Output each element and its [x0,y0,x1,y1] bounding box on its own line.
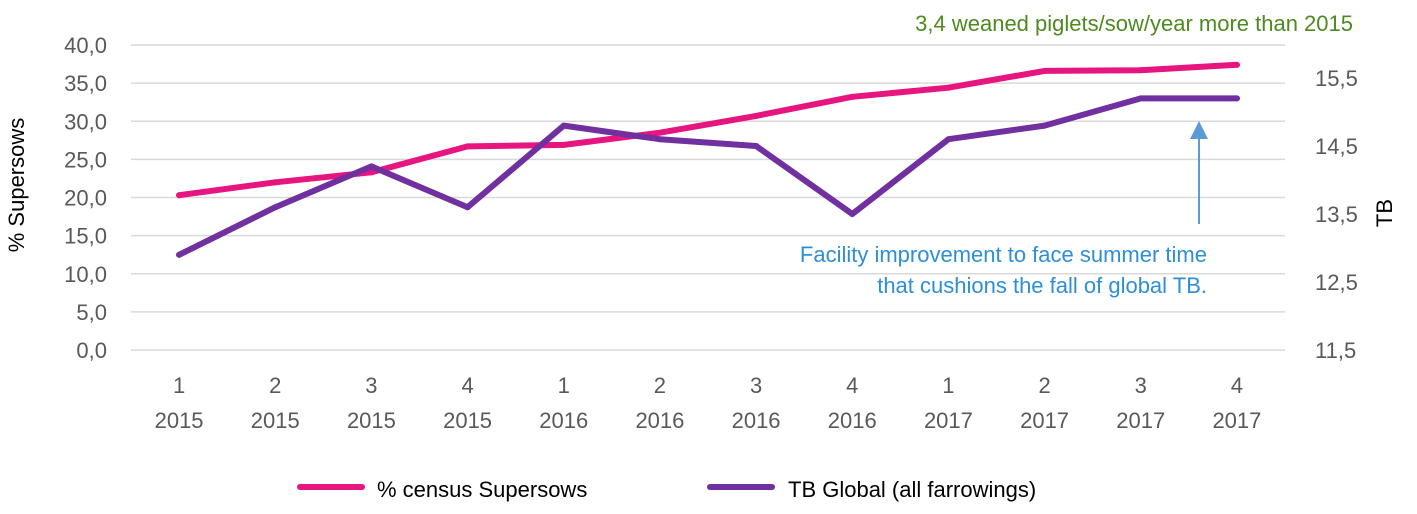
x-tick-label-quarter: 1 [942,373,954,398]
data-point [368,169,375,176]
x-tick-label-quarter: 4 [846,373,858,398]
arrow-annotation-line-2: that cushions the fall of global TB. [877,273,1207,298]
x-axis-ticks: 1 2015 2 2015 3 2015 4 2015 1 2016 2 2016 3 2016 4 2016… [155,373,1262,433]
data-point [945,136,952,143]
data-point [656,129,663,136]
left-tick-label: 5,0 [76,300,107,325]
data-point [272,204,279,211]
x-tick-label-year: 2017 [1020,408,1069,433]
data-point [1233,61,1240,68]
right-tick-label: 11,5 [1315,338,1356,363]
data-point [849,93,856,100]
x-tick-label-quarter: 4 [1231,373,1243,398]
x-tick-label-year: 2016 [828,408,877,433]
data-point [1137,67,1144,74]
x-tick-label-year: 2017 [1116,408,1165,433]
data-point [176,192,183,199]
left-tick-label: 40,0 [64,33,107,58]
x-tick-label-quarter: 3 [750,373,762,398]
right-tick-label: 13,5 [1315,202,1358,227]
right-tick-label: 15,5 [1315,66,1358,91]
data-point [1233,95,1240,102]
left-tick-label: 0,0 [76,338,107,363]
data-point [176,251,183,258]
left-axis-ticks: 0,0 5,0 10,0 15,0 20,0 25,0 30,0 35,0 40,0 [64,33,107,363]
top-annotation: 3,4 weaned piglets/sow/year more than 20… [915,11,1353,36]
legend-label-supersows: % census Supersows [377,477,587,502]
data-point [753,112,760,119]
grid-lines [131,44,1285,351]
x-tick-label-quarter: 3 [365,373,377,398]
data-point [560,122,567,129]
series-line-supersows [176,61,1240,199]
x-tick-label-year: 2015 [347,408,396,433]
left-tick-label: 15,0 [64,224,107,249]
data-point [368,163,375,170]
annotation-arrow [1190,121,1208,224]
x-tick-label-year: 2015 [251,408,300,433]
data-point [753,143,760,149]
legend: % census Supersows TB Global (all farrow… [297,477,1036,502]
x-tick-label-quarter: 2 [269,373,281,398]
legend-label-tb-global: TB Global (all farrowings) [788,477,1036,502]
x-tick-label-quarter: 1 [558,373,570,398]
x-tick-label-year: 2016 [635,408,684,433]
right-axis-ticks: 11,5 12,5 13,5 14,5 15,5 [1315,66,1358,363]
x-tick-label-year: 2017 [924,408,973,433]
right-tick-label: 12,5 [1315,270,1358,295]
x-tick-label-year: 2016 [539,408,588,433]
right-tick-label: 14,5 [1315,134,1358,159]
data-point [849,211,856,217]
series-lines [176,61,1240,258]
x-tick-label-quarter: 4 [461,373,473,398]
data-point [272,179,279,186]
data-point [560,141,567,148]
left-tick-label: 25,0 [64,147,107,172]
data-point [464,143,471,150]
x-tick-label-quarter: 2 [1038,373,1050,398]
x-tick-label-year: 2015 [443,408,492,433]
left-tick-label: 35,0 [64,71,107,96]
data-point [945,84,952,91]
data-point [464,204,471,211]
x-tick-label-year: 2017 [1212,408,1261,433]
left-tick-label: 30,0 [64,109,107,134]
data-point [1041,67,1048,74]
left-tick-label: 20,0 [64,186,107,211]
x-tick-label-quarter: 3 [1135,373,1147,398]
x-tick-label-quarter: 1 [173,373,185,398]
left-axis-title: % Supersows [4,118,29,253]
data-point [1041,122,1048,129]
data-point [1137,95,1144,102]
x-tick-label-quarter: 2 [654,373,666,398]
series-line-tb-global [176,95,1240,258]
x-tick-label-year: 2015 [155,408,204,433]
arrow-annotation-line-1: Facility improvement to face summer time [800,242,1207,267]
data-point [656,136,663,143]
left-tick-label: 10,0 [64,262,107,287]
right-axis-title: TB [1372,199,1397,227]
x-tick-label-year: 2016 [732,408,781,433]
